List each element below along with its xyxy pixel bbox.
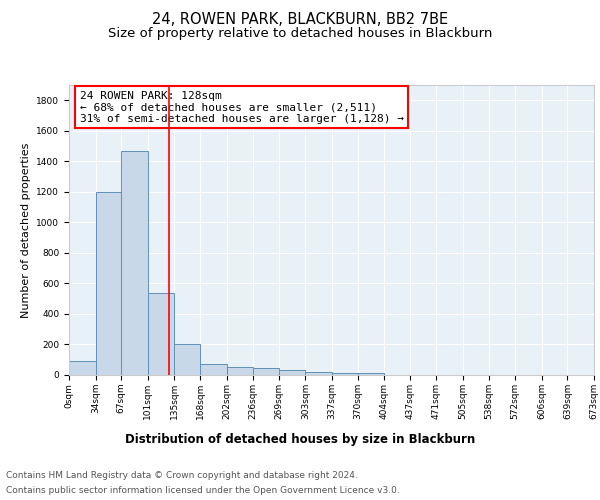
Text: Size of property relative to detached houses in Blackburn: Size of property relative to detached ho… (108, 28, 492, 40)
Bar (332, 372, 358, 375)
Text: Contains HM Land Registry data © Crown copyright and database right 2024.: Contains HM Land Registry data © Crown c… (6, 471, 358, 480)
Bar (358, 373, 384, 375)
Bar (305, 372, 332, 375)
Bar (148, 294, 175, 375)
Bar (175, 344, 200, 375)
Text: Distribution of detached houses by size in Blackburn: Distribution of detached houses by size … (125, 432, 475, 446)
Text: 24 ROWEN PARK: 128sqm
← 68% of detached houses are smaller (2,511)
31% of semi-d: 24 ROWEN PARK: 128sqm ← 68% of detached … (79, 91, 404, 124)
Text: 24, ROWEN PARK, BLACKBURN, BB2 7BE: 24, ROWEN PARK, BLACKBURN, BB2 7BE (152, 12, 448, 28)
Bar (69, 360, 95, 375)
Bar (200, 364, 227, 375)
Bar (253, 368, 279, 375)
Bar (227, 368, 253, 375)
Bar (95, 192, 121, 375)
Text: Contains public sector information licensed under the Open Government Licence v3: Contains public sector information licen… (6, 486, 400, 495)
Bar (121, 150, 148, 375)
Bar (279, 370, 305, 375)
Y-axis label: Number of detached properties: Number of detached properties (21, 142, 31, 318)
